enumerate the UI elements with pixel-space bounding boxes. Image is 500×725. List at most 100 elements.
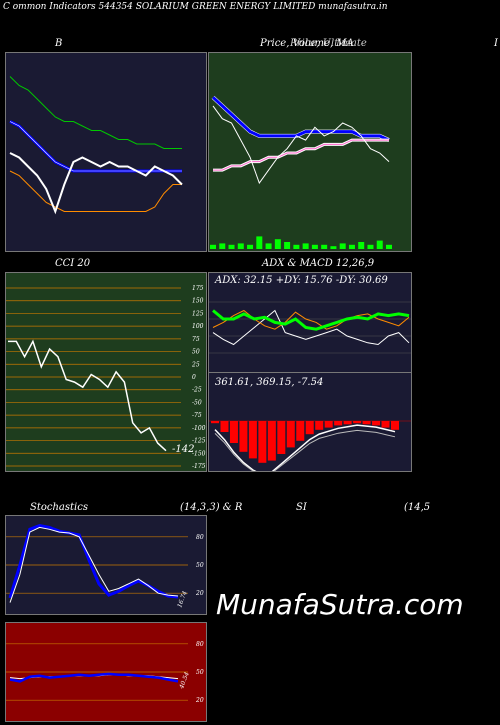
cci-tick-label: -25 <box>192 387 202 394</box>
macd-histogram-bar <box>267 421 276 461</box>
series-price <box>212 105 390 185</box>
adx-chart <box>209 273 411 372</box>
rsi-title: SI <box>296 502 307 513</box>
volume-bar <box>237 243 244 249</box>
macd-histogram-bar <box>277 421 286 454</box>
cci-tick-label: 25 <box>191 361 200 368</box>
volume-bar <box>284 242 291 249</box>
macd-histogram-bar <box>220 421 229 432</box>
rsi-tick-label: 50 <box>196 669 204 676</box>
cci-title: CCI 20 <box>55 258 91 269</box>
cci-tick-label: 150 <box>192 298 204 305</box>
cci-tick-label: -150 <box>192 450 206 457</box>
stoch-tick-label: 80 <box>196 534 204 541</box>
series-upper-band <box>9 76 182 149</box>
price-title: Price, Volume, MA <box>260 38 354 49</box>
volume-bar <box>293 244 300 249</box>
macd-panel: 361.61, 369.15, -7.54 <box>208 372 412 472</box>
series-macd <box>214 424 396 471</box>
volume-bar <box>367 244 374 249</box>
volume-bar <box>348 244 355 249</box>
macd-histogram-bar <box>296 421 305 441</box>
cci-current-value: -142 <box>172 444 194 455</box>
cci-tick-label: 50 <box>192 349 200 356</box>
volume-bar <box>210 244 216 249</box>
price-panel <box>208 52 412 252</box>
cci-tick-label: -100 <box>192 425 206 432</box>
volume-bar <box>376 240 383 249</box>
adx-readout: ADX: 32.15 +DY: 15.76 -DY: 30.69 <box>215 275 388 286</box>
macd-histogram-bar <box>391 421 399 430</box>
adx-panel: ADX: 32.15 +DY: 15.76 -DY: 30.69 <box>208 272 412 373</box>
series-stoch-k <box>9 526 179 603</box>
bollinger-chart <box>6 53 206 251</box>
macd-histogram-bar <box>334 421 343 426</box>
series-lower-band <box>9 170 182 212</box>
series-cci <box>8 339 167 452</box>
macd-histogram-bar <box>343 421 352 425</box>
cci-tick-label: -175 <box>192 463 206 470</box>
rsi-params: (14,5 <box>404 502 431 513</box>
panel-background <box>209 53 411 251</box>
volume-bar <box>265 243 272 249</box>
stoch-tick-label: 20 <box>195 590 204 597</box>
macd-histogram-bar <box>305 421 314 435</box>
rsi-panel: 80 50 20 40.54 <box>5 622 207 722</box>
volume-bar <box>330 246 337 249</box>
cci-tick-label: 175 <box>192 285 204 292</box>
cci-tick-label: -125 <box>192 438 206 445</box>
price-title-overlap: Price, Ultimate <box>290 38 367 49</box>
adx-macd-title: ADX & MACD 12,26,9 <box>262 258 375 269</box>
panel-background <box>6 273 206 471</box>
macd-chart <box>209 373 411 471</box>
cci-tick-label: -75 <box>192 412 202 419</box>
macd-histogram-bar <box>211 421 219 424</box>
rsi-tick-label: 20 <box>195 697 204 704</box>
cci-tick-label: 100 <box>192 323 204 330</box>
right-edge-label: I <box>494 38 498 49</box>
cci-tick-label: 125 <box>192 310 204 317</box>
series-adx <box>212 309 410 331</box>
watermark: MunafaSutra.com <box>216 588 464 621</box>
volume-bar <box>274 239 281 249</box>
macd-histogram-bar <box>248 421 257 459</box>
macd-histogram-bar <box>286 421 295 448</box>
macd-histogram-bar <box>239 421 248 452</box>
volume-bar <box>219 243 226 249</box>
series-plus-dy <box>212 309 410 346</box>
panel-background <box>6 53 206 251</box>
macd-histogram-bar <box>372 421 381 426</box>
series-price <box>9 152 183 215</box>
rsi-tick-label: 80 <box>196 641 204 648</box>
panel-background <box>209 273 411 372</box>
macd-histogram-bar <box>258 421 267 463</box>
series-ma-short <box>211 96 390 142</box>
series-ma-long <box>213 139 389 171</box>
macd-histogram-bar <box>353 421 362 424</box>
macd-readout: 361.61, 369.15, -7.54 <box>215 377 324 388</box>
volume-bar <box>321 244 328 249</box>
cci-tick-label: 0 <box>192 374 196 381</box>
volume-bar <box>311 244 318 249</box>
volume-bar <box>247 244 254 249</box>
macd-histogram-bar <box>229 421 238 443</box>
volume-bar <box>386 244 392 249</box>
price-chart <box>209 53 411 251</box>
bollinger-panel <box>5 52 207 252</box>
cci-chart: 175 150 125 100 75 50 25 0 -25 -50 -75 -100 -125 -150… <box>6 273 206 471</box>
series-macd-signal <box>214 429 396 471</box>
volume-bar <box>302 243 309 249</box>
series-minus-dy <box>212 309 410 330</box>
series-middle-band-highlight <box>9 121 182 172</box>
volume-bar <box>339 243 346 249</box>
macd-histogram-bar <box>315 421 324 430</box>
cci-panel: 175 150 125 100 75 50 25 0 -25 -50 -75 -100 -125 -150… <box>5 272 207 472</box>
macd-histogram-bar <box>324 421 333 428</box>
stoch-title: Stochastics <box>30 502 88 513</box>
cci-tick-label: 75 <box>192 336 200 343</box>
volume-bar <box>228 244 235 249</box>
volume-bar <box>358 242 365 249</box>
macd-histogram-bar <box>362 421 371 425</box>
